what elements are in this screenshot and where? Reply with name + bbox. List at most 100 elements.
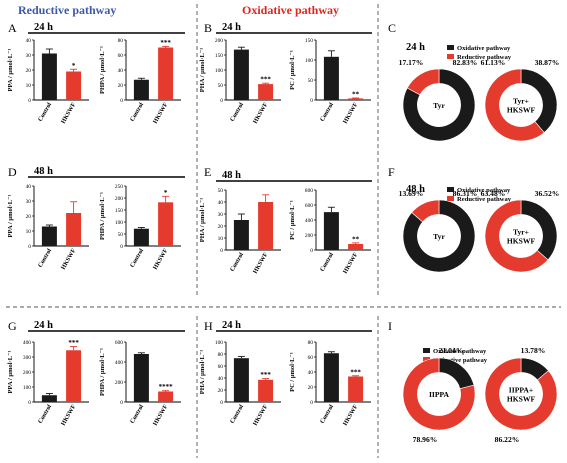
x-tick-label: Control <box>37 101 53 123</box>
percent-label-reductive: 78.96% <box>413 435 438 444</box>
percent-label-reductive: 61.13% <box>481 58 506 67</box>
bar-hkswf <box>348 376 364 402</box>
time-label-a: 24 h <box>34 22 53 33</box>
bar-hkswf <box>348 244 364 250</box>
donut-center-label: Tyr+ <box>513 97 529 106</box>
y-tick-label: 100 <box>215 68 223 74</box>
y-axis-label: PHPA / μmol·L⁻¹ <box>99 46 106 94</box>
legend-swatch-oxidative <box>447 187 454 192</box>
x-tick-label: HKSWF <box>152 403 170 427</box>
y-tick-label: 600 <box>115 340 123 346</box>
x-tick-label: HKSWF <box>252 101 270 125</box>
bar-control <box>233 358 249 402</box>
significance-mark: *** <box>350 368 361 376</box>
legend-swatch-reductive <box>447 54 454 59</box>
bar-control <box>233 220 249 250</box>
y-axis-label: PPA / μmol·L⁻¹ <box>7 49 14 92</box>
y-tick-label: 250 <box>115 184 123 190</box>
y-tick-label: 30 <box>26 199 32 205</box>
y-tick-label: 300 <box>23 355 31 361</box>
bar-control <box>41 395 57 402</box>
y-tick-label: 400 <box>305 218 313 224</box>
y-tick-label: 150 <box>305 38 313 44</box>
percent-label-oxidative: 38.87% <box>535 58 560 67</box>
donut-slice-reductive <box>402 357 476 431</box>
percent-label-reductive: 13.69% <box>399 189 424 198</box>
chart-g2: 0 200 400 600 PHPA / μmol·L⁻¹ Control **** HKSW… <box>99 340 181 427</box>
y-tick-label: 0 <box>310 400 313 406</box>
percent-label-oxidative: 36.52% <box>535 189 560 198</box>
x-tick-label: Control <box>37 403 53 425</box>
panel-letter-e: E <box>204 165 211 179</box>
bar-control <box>323 56 339 100</box>
x-tick-label: HKSWF <box>152 101 170 125</box>
y-tick-label: 40 <box>118 68 124 74</box>
legend-swatch-oxidative <box>447 45 454 50</box>
donut-center-label: IIPPA <box>429 390 450 399</box>
bar-hkswf <box>158 391 174 402</box>
y-axis-label: PC / μmol·L⁻¹ <box>289 50 296 90</box>
panel-letter-i: I <box>388 319 392 333</box>
x-tick-label: HKSWF <box>152 247 170 271</box>
bar-hkswf <box>348 98 364 100</box>
x-tick-label: Control <box>129 101 145 123</box>
donut-center-label: Tyr+ <box>513 228 529 237</box>
y-tick-label: 20 <box>118 83 124 89</box>
legend-oxidative-label: Oxidative pathway <box>457 45 511 52</box>
y-tick-label: 0 <box>310 248 313 254</box>
x-tick-label: HKSWF <box>60 403 78 427</box>
y-axis-label: PHA / μmol·L⁻¹ <box>199 198 206 243</box>
legend-c: Oxidative pathway Reductive pathway <box>447 45 512 61</box>
bar-control <box>41 226 57 246</box>
bar-hkswf <box>258 379 274 402</box>
x-tick-label: HKSWF <box>60 247 78 271</box>
y-tick-label: 10 <box>26 83 32 89</box>
percent-label-reductive: 17.17% <box>399 58 424 67</box>
time-label-e: 48 h <box>222 170 241 181</box>
y-tick-label: 10 <box>26 229 32 235</box>
charts-layer: 0 10 20 30 40 PPA / μmol·L⁻¹ Control * HKSWF 0 20 4… <box>7 38 559 444</box>
y-axis-label: PPA / μmol·L⁻¹ <box>7 351 14 394</box>
panel-letter-g: G <box>8 319 17 333</box>
significance-mark: *** <box>160 39 171 47</box>
y-tick-label: 200 <box>215 38 223 44</box>
percent-label-oxidative: 82.83% <box>453 58 478 67</box>
y-tick-label: 0 <box>220 248 223 254</box>
significance-mark: ** <box>352 235 360 243</box>
x-tick-label: Control <box>319 101 335 123</box>
donut-center-label: Tyr <box>433 232 445 241</box>
y-tick-label: 20 <box>26 68 32 74</box>
significance-mark: * <box>164 189 168 197</box>
y-tick-label: 40 <box>308 370 314 376</box>
y-tick-label: 150 <box>115 208 123 214</box>
y-tick-label: 400 <box>115 360 123 366</box>
y-tick-label: 20 <box>308 385 314 391</box>
donut-slice-reductive <box>484 199 549 273</box>
legend-oxidative-label: Oxidative pathway <box>433 348 487 355</box>
chart-i2: IIPPA+HKSWF 13.78% 86.22% <box>484 346 558 444</box>
y-tick-label: 20 <box>218 388 224 394</box>
y-tick-label: 60 <box>308 355 314 361</box>
chart-b1: 0 50 100 150 200 PHA / μmol·L⁻¹ Control *** HKSW… <box>199 38 281 125</box>
y-axis-label: PC / μmol·L⁻¹ <box>289 352 296 392</box>
y-tick-label: 0 <box>120 244 123 250</box>
chart-a1: 0 10 20 30 40 PPA / μmol·L⁻¹ Control * HKSWF <box>7 38 89 125</box>
bar-hkswf <box>158 202 174 246</box>
legend-swatch-reductive <box>447 196 454 201</box>
bar-hkswf <box>66 71 82 100</box>
time-label-h: 24 h <box>222 320 241 331</box>
chart-e2: 0 200 400 600 800 PC / μmol·L⁻¹ Control ** HKSWF <box>289 188 371 275</box>
percent-label-oxidative: 86.31% <box>453 189 478 198</box>
y-axis-label: PPA / μmol·L⁻¹ <box>7 195 14 238</box>
x-tick-label: Control <box>129 403 145 425</box>
oxidative-pathway-title: Oxidative pathway <box>242 3 339 17</box>
chart-i1: IIPPA 21.04% 78.96% <box>402 346 476 444</box>
y-tick-label: 150 <box>215 53 223 59</box>
y-tick-label: 0 <box>310 98 313 104</box>
x-tick-label: HKSWF <box>342 403 360 427</box>
time-label-d: 48 h <box>34 166 53 177</box>
significance-mark: * <box>72 62 76 70</box>
donut-slice-oxidative <box>402 68 476 142</box>
bar-hkswf <box>258 202 274 250</box>
